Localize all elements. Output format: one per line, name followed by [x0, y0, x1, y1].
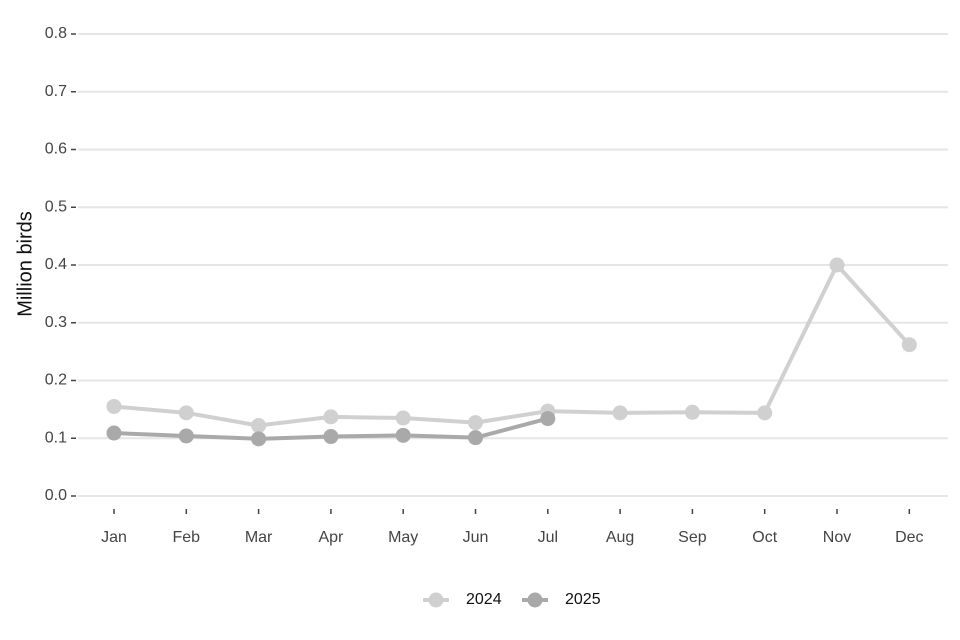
legend-item-2024: 2024 [423, 591, 502, 608]
y-tick-label: 0.6 [45, 141, 67, 158]
x-tick-label: Sep [678, 529, 707, 546]
x-tick-label: Apr [318, 529, 344, 546]
y-axis-title: Million birds [14, 211, 36, 317]
data-point [612, 405, 628, 421]
x-tick-label: Dec [895, 529, 923, 546]
x-tick-label: Oct [752, 529, 777, 546]
data-point [468, 415, 483, 431]
series-line [112, 263, 912, 428]
y-tick-label: 0.4 [45, 256, 67, 273]
legend: 2024 2025 [423, 591, 601, 608]
y-tick-label: 0.8 [45, 25, 67, 42]
x-tick-label: May [388, 529, 418, 546]
data-point [106, 425, 122, 441]
x-axis: Jan Feb Mar Apr May Jun Jul Aug Sep Oct Nov Dec [101, 509, 924, 546]
data-point [540, 411, 556, 427]
y-tick-label: 0.2 [45, 372, 67, 389]
y-tick-label: 0.1 [45, 429, 67, 446]
data-point [829, 257, 845, 273]
data-point [684, 404, 700, 420]
data-point [757, 405, 773, 421]
x-tick-label: Aug [606, 529, 634, 546]
data-point [468, 430, 483, 446]
data-point [251, 431, 267, 447]
x-tick-label: Jan [101, 529, 127, 546]
legend-label: 2024 [466, 591, 502, 608]
x-tick-label: Nov [823, 529, 851, 546]
series-2025 [106, 411, 556, 447]
y-tick-label: 0.7 [45, 83, 67, 100]
x-tick-label: Jun [463, 529, 489, 546]
x-tick-label: Feb [173, 529, 201, 546]
data-point [395, 410, 411, 426]
legend-key-marker [527, 592, 543, 608]
y-tick-label: 0.5 [45, 198, 67, 215]
data-point [395, 427, 411, 443]
y-tick-label: 0.0 [45, 487, 67, 504]
y-tick-label: 0.3 [45, 314, 67, 331]
legend-label: 2025 [565, 591, 601, 608]
data-point [178, 428, 194, 444]
data-point [323, 429, 339, 445]
legend-item-2025: 2025 [522, 591, 601, 608]
y-axis: 0.0 0.1 0.2 0.3 0.4 0.5 0.6 0.7 0.8 [45, 25, 76, 504]
data-point [901, 337, 917, 353]
x-tick-label: Mar [245, 529, 273, 546]
series-lines [106, 257, 917, 447]
data-point [251, 418, 267, 434]
legend-key-marker [428, 592, 444, 608]
data-point [178, 405, 194, 421]
data-point [323, 409, 339, 425]
series-2024 [106, 257, 917, 434]
data-point [106, 398, 122, 414]
x-tick-label: Jul [538, 529, 558, 546]
